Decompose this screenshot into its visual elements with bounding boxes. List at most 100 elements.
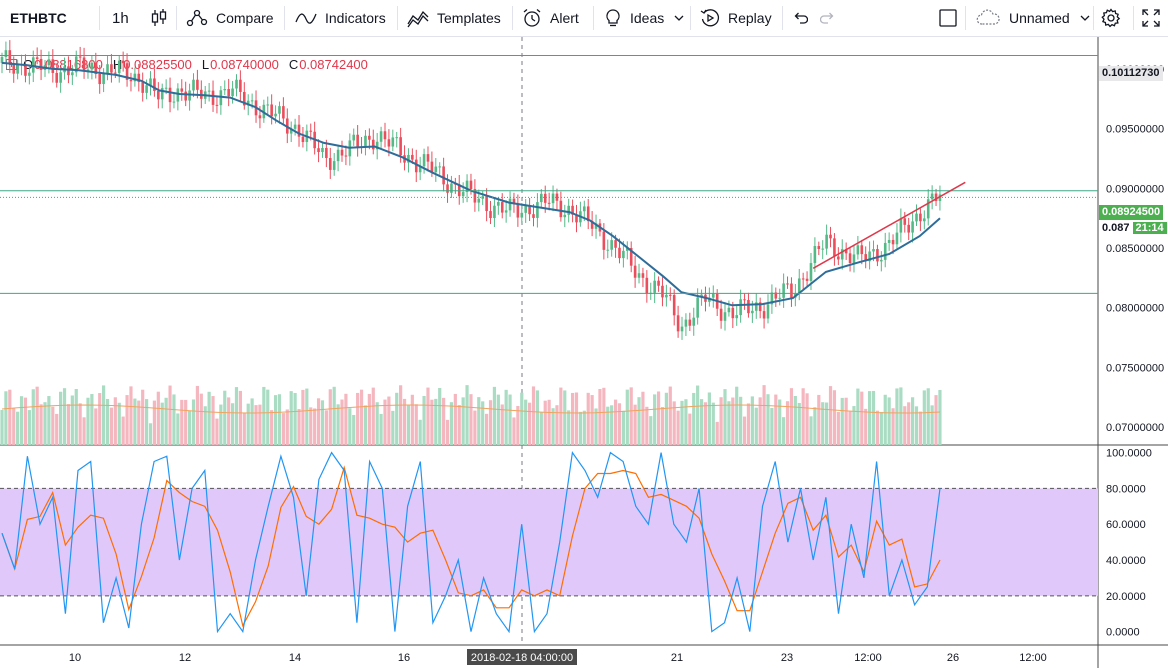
- candle-body: [235, 79, 238, 89]
- replay-icon: [700, 8, 720, 28]
- mid-line-price: 0.08924500: [1102, 206, 1161, 218]
- volume-bar: [324, 410, 328, 445]
- price-axis-label: 0.08000000: [1106, 303, 1164, 315]
- undo-button[interactable]: [792, 0, 816, 36]
- candle-body: [270, 104, 273, 117]
- candle-body: [594, 223, 598, 229]
- candle-body: [332, 161, 336, 170]
- volume-bar: [230, 403, 235, 445]
- chart-style-button[interactable]: [150, 0, 176, 36]
- candle-body: [352, 134, 356, 141]
- candle-body: [364, 135, 367, 147]
- alert-button[interactable]: Alert: [522, 0, 579, 36]
- volume-bar: [51, 406, 55, 445]
- volume-bar: [727, 401, 731, 445]
- candle-body: [82, 57, 86, 72]
- candle-body: [4, 50, 8, 57]
- candle-body: [31, 57, 35, 73]
- volume-bar: [395, 392, 399, 445]
- candle-body: [497, 202, 500, 206]
- volume-ma-line: [1, 404, 941, 414]
- candle-body: [117, 60, 121, 74]
- candle-body: [243, 91, 246, 106]
- compare-label: Compare: [216, 10, 274, 26]
- volume-bar: [340, 399, 344, 445]
- time-axis-label: 10: [69, 652, 81, 664]
- candle-body: [481, 196, 484, 199]
- interval-button[interactable]: 1h: [112, 0, 129, 36]
- settings-button[interactable]: [1101, 0, 1129, 36]
- volume-bar: [856, 388, 860, 445]
- fullscreen-button[interactable]: [1141, 0, 1168, 36]
- candle-body: [797, 278, 801, 294]
- volume-bar: [223, 390, 227, 445]
- volume-bar: [570, 392, 575, 445]
- volume-bar: [598, 388, 602, 445]
- layout-menu-button[interactable]: Unnamed: [975, 0, 1090, 36]
- candle-body: [508, 198, 512, 211]
- time-axis-label: 21: [671, 652, 683, 664]
- templates-button[interactable]: Templates: [407, 0, 501, 36]
- volume-bar: [504, 389, 508, 445]
- candle-body: [106, 64, 109, 73]
- volume-bar: [789, 388, 794, 445]
- ideas-label: Ideas: [630, 10, 665, 26]
- replay-button[interactable]: Replay: [700, 0, 772, 36]
- candle-body: [141, 82, 144, 93]
- symbol-search-button[interactable]: ETHBTC: [10, 0, 67, 36]
- candle-body: [434, 166, 438, 173]
- volume-bar: [633, 404, 637, 445]
- candle-body: [575, 214, 578, 223]
- volume-bar: [539, 412, 543, 445]
- candle-body: [461, 192, 465, 197]
- volume-bar: [387, 396, 391, 445]
- volume-bar: [699, 399, 704, 445]
- toolbar-divider: [284, 6, 285, 30]
- indicators-button[interactable]: Indicators: [295, 0, 386, 36]
- volume-bar: [547, 399, 551, 445]
- volume-bar: [442, 397, 446, 445]
- candle-body: [309, 130, 313, 132]
- volume-bar: [359, 389, 364, 445]
- candle-body: [583, 206, 586, 212]
- volume-bar: [637, 397, 641, 445]
- candle-body: [926, 199, 930, 219]
- volume-bar: [758, 397, 762, 445]
- volume-bar: [922, 390, 926, 445]
- gear-icon: [1101, 8, 1121, 28]
- volume-bar: [105, 398, 110, 445]
- volume-bar: [934, 395, 938, 445]
- volume-bar: [914, 406, 919, 445]
- cloud-icon: [975, 8, 1001, 28]
- chart-area[interactable]: 0.100000000.095000000.090000000.08500000…: [0, 37, 1168, 668]
- candle-body: [114, 72, 117, 74]
- candle-body: [274, 113, 277, 117]
- volume-bar: [903, 406, 907, 445]
- redo-button[interactable]: [820, 0, 844, 36]
- volume-bar: [141, 389, 145, 445]
- compare-button[interactable]: Compare: [186, 0, 274, 36]
- volume-bar: [62, 388, 67, 445]
- price-axis-label: 0.07000000: [1106, 422, 1164, 434]
- volume-bar: [246, 403, 250, 445]
- candle-body: [231, 88, 234, 97]
- volume-bar: [617, 403, 622, 445]
- volume-bar: [289, 391, 293, 445]
- candle-body: [293, 124, 297, 129]
- candle-body: [184, 91, 187, 101]
- candle-body: [629, 248, 633, 266]
- volume-bar: [742, 416, 747, 445]
- ideas-button[interactable]: Ideas: [604, 0, 684, 36]
- volume-bar: [109, 407, 114, 445]
- candle-body: [325, 147, 328, 159]
- volume-bar: [348, 408, 352, 445]
- oscillator-axis-label: 80.0000: [1106, 483, 1146, 495]
- candle-body: [602, 231, 606, 250]
- volume-bar: [828, 386, 833, 445]
- candle-body: [55, 72, 59, 83]
- volume-bar: [488, 400, 493, 445]
- volume-bar: [797, 402, 801, 445]
- volume-bar: [524, 399, 528, 445]
- volume-bar: [707, 392, 711, 445]
- fullscreen-select-button[interactable]: [938, 0, 966, 36]
